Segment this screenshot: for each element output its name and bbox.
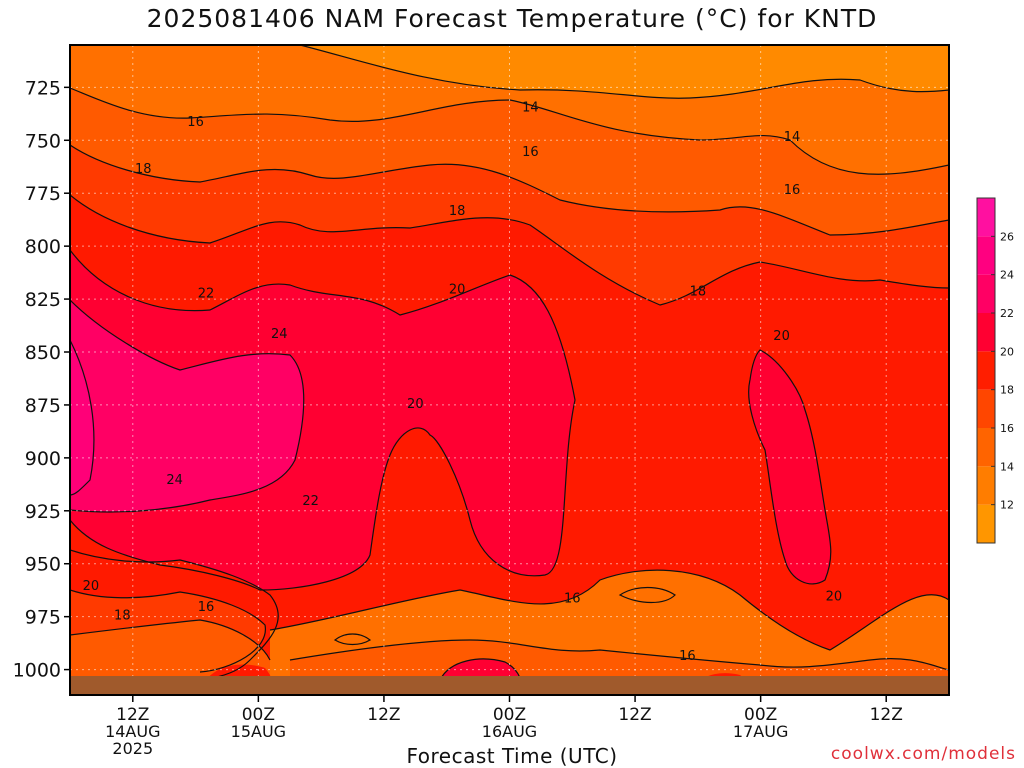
colorbar-segment — [977, 389, 995, 428]
ground-terrain — [70, 676, 949, 695]
contour-label: 18 — [135, 162, 152, 177]
y-tick-label: 900 — [25, 448, 61, 470]
colorbar: 12 14 16 18 20 22 24 26 — [976, 197, 1014, 544]
contour-label: 16 — [679, 649, 696, 664]
colorbar-label: 14 — [1000, 460, 1014, 473]
colorbar-label: 22 — [1000, 307, 1014, 320]
credit-text: coolwx.com/models — [830, 744, 1016, 764]
contour-label: 20 — [773, 329, 790, 344]
x-tick-label: 12Z — [116, 705, 149, 725]
colorbar-label: 12 — [1000, 499, 1014, 512]
contour-label: 18 — [449, 204, 466, 219]
contour-label: 24 — [166, 473, 183, 488]
contour-label: 14 — [784, 130, 801, 145]
colorbar-segment — [977, 428, 995, 467]
contour-label: 18 — [690, 285, 707, 300]
y-tick-label: 925 — [25, 501, 61, 523]
x-axis-title: Forecast Time (UTC) — [406, 744, 618, 768]
y-tick-label: 875 — [25, 395, 61, 417]
y-tick-label: 750 — [25, 130, 61, 152]
contour-label: 16 — [564, 592, 581, 607]
y-axis: 725 750 775 800 825 850 875 900 925 950 975 1000 — [13, 77, 70, 682]
contour-label: 22 — [198, 287, 215, 302]
contour-label: 14 — [522, 100, 539, 115]
colorbar-label: 16 — [1000, 422, 1014, 435]
y-tick-label: 975 — [25, 607, 61, 629]
y-tick-label: 775 — [25, 183, 61, 205]
x-tick-date: 16AUG — [482, 722, 537, 741]
y-tick-label: 800 — [25, 236, 61, 258]
contour-label: 16 — [187, 115, 204, 130]
colorbar-label: 24 — [1000, 269, 1014, 282]
colorbar-segment — [977, 351, 995, 390]
gridlines — [70, 45, 949, 695]
contour-label: 24 — [271, 327, 288, 342]
band-26-28 — [70, 340, 94, 495]
contour-lines — [70, 45, 949, 695]
plot-area: 14 16 16 14 18 18 16 22 20 18 24 20 20 24 22 20 18 16 16 20… — [70, 45, 949, 695]
y-tick-label: 825 — [25, 289, 61, 311]
contour-label: 16 — [522, 145, 539, 160]
contour-label: 22 — [302, 494, 319, 509]
contour-label: 18 — [114, 609, 131, 624]
colorbar-label: 18 — [1000, 384, 1014, 397]
x-tick-label: 00Z — [744, 705, 777, 725]
x-tick-date: 14AUG — [105, 722, 160, 741]
contour-label: 16 — [198, 600, 215, 615]
x-tick-label: 12Z — [618, 705, 651, 725]
colorbar-segment — [977, 236, 995, 275]
contour-label: 20 — [83, 579, 100, 594]
colorbar-label: 20 — [1000, 345, 1014, 358]
y-tick-label: 950 — [25, 554, 61, 576]
colorbar-segment — [977, 466, 995, 505]
band-22-24 — [70, 250, 831, 590]
colorbar-segment — [977, 313, 995, 352]
x-tick-label: 00Z — [242, 705, 275, 725]
x-tick-year: 2025 — [112, 739, 153, 758]
colorbar-segment — [977, 504, 995, 543]
colorbar-segment — [977, 198, 995, 237]
x-tick-label: 12Z — [870, 705, 903, 725]
colorbar-frame — [976, 197, 996, 544]
colorbar-label: 26 — [1000, 230, 1014, 243]
contour-label: 20 — [826, 589, 843, 604]
contour-label: 16 — [784, 183, 801, 198]
contour-label: 20 — [449, 282, 466, 297]
contour-label: 20 — [407, 397, 424, 412]
x-tick-label: 12Z — [367, 705, 400, 725]
y-tick-label: 725 — [25, 77, 61, 99]
x-tick-date: 17AUG — [733, 722, 788, 741]
y-tick-label: 1000 — [13, 660, 61, 682]
y-tick-label: 850 — [25, 342, 61, 364]
colorbar-segment — [977, 274, 995, 313]
chart-title: 2025081406 NAM Forecast Temperature (°C)… — [146, 4, 878, 33]
x-tick-label: 00Z — [493, 705, 526, 725]
band-24-26 — [70, 300, 304, 512]
contour-labels: 14 16 16 14 18 18 16 22 20 18 24 20 20 24 22 20 18 16 16 20… — [83, 100, 843, 663]
x-tick-date: 15AUG — [231, 722, 286, 741]
